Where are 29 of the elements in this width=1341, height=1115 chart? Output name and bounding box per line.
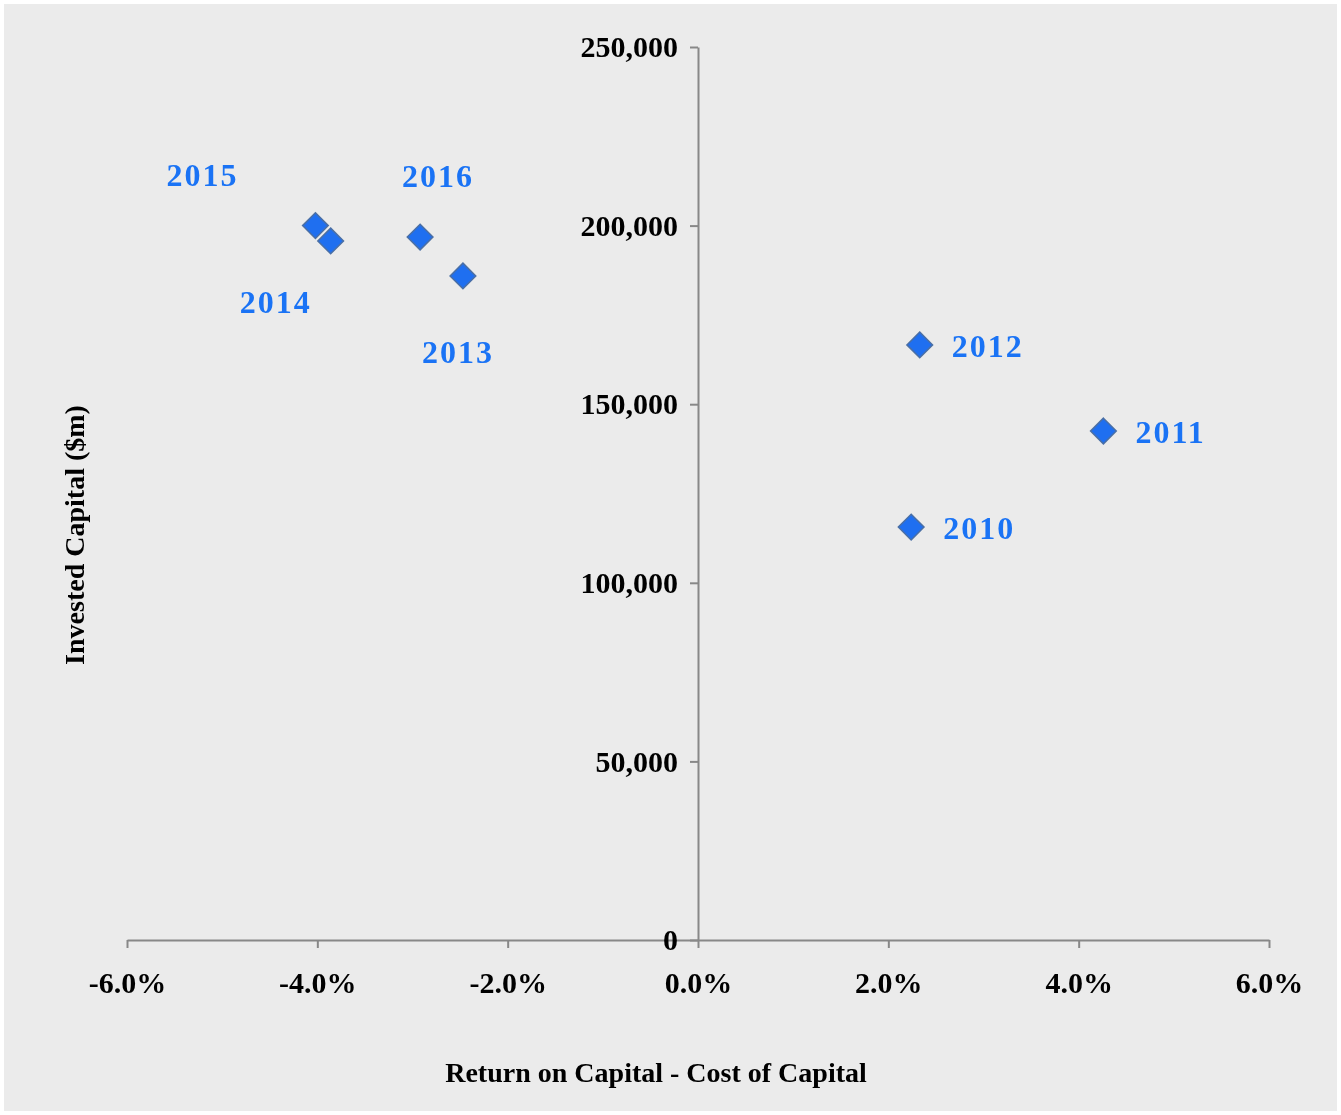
point bbox=[897, 513, 925, 541]
y-tick-label: 100,000 bbox=[580, 565, 678, 599]
point bbox=[449, 262, 477, 290]
annotation: 2010 bbox=[943, 510, 1016, 547]
annotation: 2013 bbox=[421, 333, 494, 370]
y-axis-title: Invested Capital ($m) bbox=[59, 405, 90, 665]
annotation: 2015 bbox=[166, 156, 239, 193]
x-tick-label: 4.0% bbox=[1045, 966, 1113, 999]
point bbox=[1089, 417, 1117, 445]
x-tick-label: -4.0% bbox=[279, 966, 357, 999]
y-tick-label: 250,000 bbox=[580, 30, 678, 64]
annotation: 2012 bbox=[951, 327, 1024, 364]
y-tick-label: 200,000 bbox=[580, 208, 678, 242]
annotation: 2011 bbox=[1135, 413, 1206, 450]
point bbox=[301, 212, 330, 240]
x-tick-label: -2.0% bbox=[469, 966, 547, 999]
annotation: 2014 bbox=[239, 283, 312, 320]
x-tick-label: 2.0% bbox=[855, 966, 923, 999]
x-tick-label: 6.0% bbox=[1235, 966, 1304, 999]
y-tick-label: 0 bbox=[663, 923, 678, 957]
point bbox=[317, 227, 345, 255]
y-tick-label: 50,000 bbox=[595, 744, 678, 778]
point bbox=[906, 331, 934, 359]
x-tick-label: 0.0% bbox=[664, 966, 733, 999]
x-tick-label: -6.0% bbox=[88, 966, 167, 999]
annotation: 2016 bbox=[402, 158, 475, 195]
x-axis-title: Return on Capital - Cost of Capital bbox=[445, 1057, 867, 1088]
y-tick-label: 150,000 bbox=[580, 387, 678, 421]
point bbox=[406, 223, 434, 251]
